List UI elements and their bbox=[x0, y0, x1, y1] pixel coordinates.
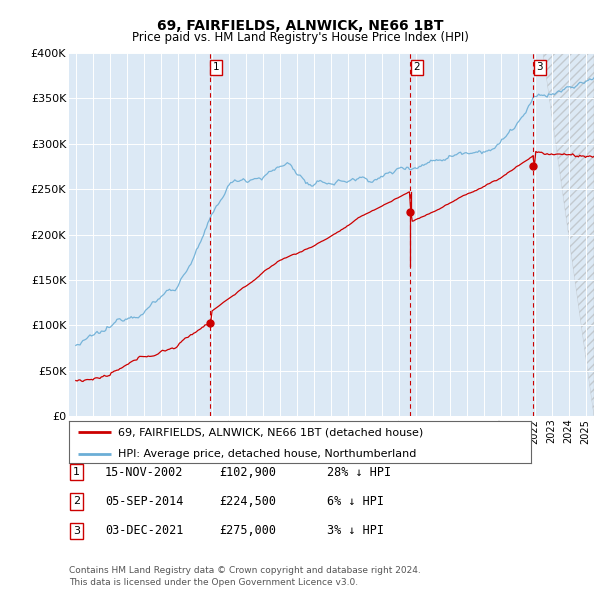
Text: HPI: Average price, detached house, Northumberland: HPI: Average price, detached house, Nort… bbox=[118, 449, 416, 459]
Text: 69, FAIRFIELDS, ALNWICK, NE66 1BT (detached house): 69, FAIRFIELDS, ALNWICK, NE66 1BT (detac… bbox=[118, 427, 423, 437]
Text: 6% ↓ HPI: 6% ↓ HPI bbox=[327, 495, 384, 508]
Text: 2: 2 bbox=[73, 497, 80, 506]
Text: 28% ↓ HPI: 28% ↓ HPI bbox=[327, 466, 391, 478]
Text: 3: 3 bbox=[536, 62, 543, 72]
Text: 05-SEP-2014: 05-SEP-2014 bbox=[105, 495, 184, 508]
Text: 2: 2 bbox=[413, 62, 420, 72]
Text: £102,900: £102,900 bbox=[219, 466, 276, 478]
Text: 1: 1 bbox=[73, 467, 80, 477]
Text: Price paid vs. HM Land Registry's House Price Index (HPI): Price paid vs. HM Land Registry's House … bbox=[131, 31, 469, 44]
Text: £224,500: £224,500 bbox=[219, 495, 276, 508]
Text: 3: 3 bbox=[73, 526, 80, 536]
Text: 03-DEC-2021: 03-DEC-2021 bbox=[105, 525, 184, 537]
Text: 15-NOV-2002: 15-NOV-2002 bbox=[105, 466, 184, 478]
Text: Contains HM Land Registry data © Crown copyright and database right 2024.
This d: Contains HM Land Registry data © Crown c… bbox=[69, 566, 421, 587]
Text: 1: 1 bbox=[213, 62, 220, 72]
Text: 69, FAIRFIELDS, ALNWICK, NE66 1BT: 69, FAIRFIELDS, ALNWICK, NE66 1BT bbox=[157, 19, 443, 33]
Text: 3% ↓ HPI: 3% ↓ HPI bbox=[327, 525, 384, 537]
Text: £275,000: £275,000 bbox=[219, 525, 276, 537]
